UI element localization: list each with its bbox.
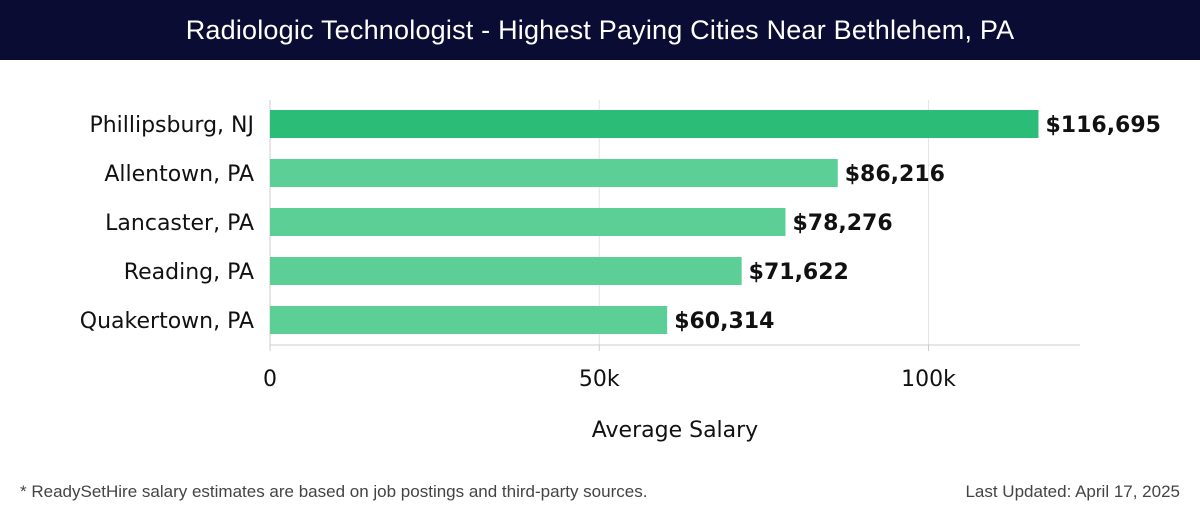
value-label: $116,695 (1045, 113, 1161, 138)
value-label: $71,622 (749, 260, 849, 285)
value-label: $78,276 (792, 211, 892, 236)
x-tick-label: 0 (263, 367, 277, 392)
salary-bar-chart: 0 50k 100k Average Salary Phillipsburg, NJ $1… (80, 100, 1161, 443)
chart-header: Radiologic Technologist - Highest Paying… (0, 0, 1200, 60)
category-label: Reading, PA (124, 260, 254, 285)
category-label: Allentown, PA (104, 162, 254, 187)
category-label: Quakertown, PA (80, 309, 254, 334)
value-label: $86,216 (845, 162, 945, 187)
bar-1 (270, 110, 1039, 138)
bar-5 (270, 306, 668, 334)
value-label: $60,314 (674, 309, 774, 334)
category-label: Phillipsburg, NJ (89, 113, 254, 138)
x-axis-title: Average Salary (592, 418, 758, 443)
footer-note: * ReadySetHire salary estimates are base… (20, 482, 648, 501)
bar-3 (270, 208, 786, 236)
chart-title: Radiologic Technologist - Highest Paying… (185, 14, 1015, 45)
bar-4 (270, 257, 742, 285)
x-tick-label: 50k (579, 367, 620, 392)
category-label: Lancaster, PA (105, 211, 254, 236)
x-tick-label: 100k (901, 367, 956, 392)
last-updated: Last Updated: April 17, 2025 (965, 482, 1180, 501)
bar-2 (270, 159, 838, 187)
